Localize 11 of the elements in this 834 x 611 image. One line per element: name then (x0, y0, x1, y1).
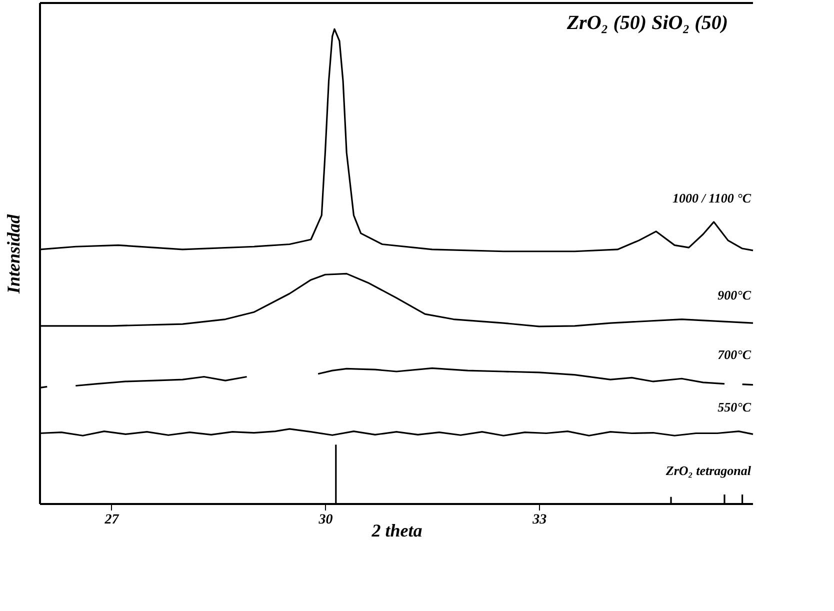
x-tick-label: 27 (104, 512, 120, 528)
series-label: 550°C (718, 400, 752, 415)
series-label: ZrO₂ tetragonal (664, 462, 752, 478)
series-label: 1000 / 1100 °C (672, 190, 752, 206)
series-label: 700°C (718, 347, 752, 362)
x-tick-label: 33 (532, 512, 547, 528)
chart-title: ZrO₂ (50) SiO₂ (50) (566, 12, 728, 34)
x-axis-title: 2 theta (370, 520, 422, 540)
x-tick-label: 30 (318, 512, 333, 528)
series-label: 900°C (718, 288, 752, 303)
y-axis-title: Intensidad (4, 213, 24, 295)
